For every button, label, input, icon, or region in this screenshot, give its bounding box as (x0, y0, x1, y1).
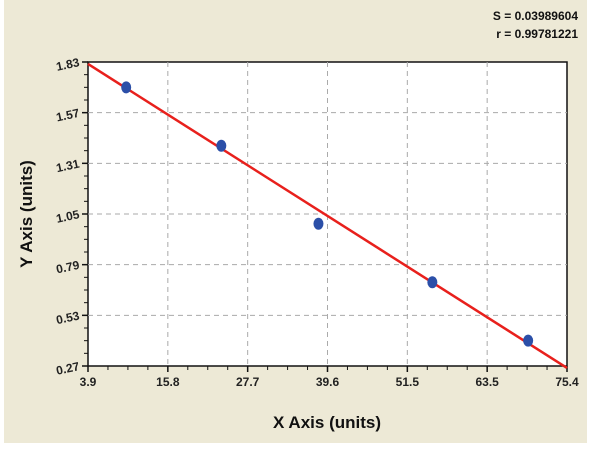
stat-s: S = 0.03989604 (493, 9, 578, 23)
y-axis-label: Y Axis (units) (17, 160, 36, 268)
stat-r: r = 0.99781221 (496, 27, 578, 41)
x-tick-label: 39.6 (316, 375, 340, 389)
y-tick-label: 0.27 (55, 359, 81, 378)
fit-line (87, 62, 568, 370)
data-point (313, 217, 324, 230)
x-tick-label: 27.7 (236, 375, 260, 389)
x-tick-label: 15.8 (156, 375, 180, 389)
data-point (121, 81, 132, 94)
x-tick-label: 51.5 (396, 375, 420, 389)
data-point (216, 139, 227, 152)
y-tick-label: 0.79 (55, 258, 81, 277)
y-tick-label: 1.05 (55, 207, 81, 226)
y-tick-label: 1.83 (55, 55, 81, 74)
y-tick-label: 0.53 (55, 309, 81, 328)
y-tick-label: 1.57 (55, 106, 81, 125)
data-point (523, 334, 534, 347)
x-axis-label: X Axis (units) (273, 413, 381, 432)
x-tick-label: 63.5 (475, 375, 499, 389)
x-tick-label: 3.9 (80, 375, 97, 389)
y-tick-label: 1.31 (55, 157, 81, 176)
data-point (427, 276, 438, 289)
x-tick-label: 75.4 (555, 375, 579, 389)
